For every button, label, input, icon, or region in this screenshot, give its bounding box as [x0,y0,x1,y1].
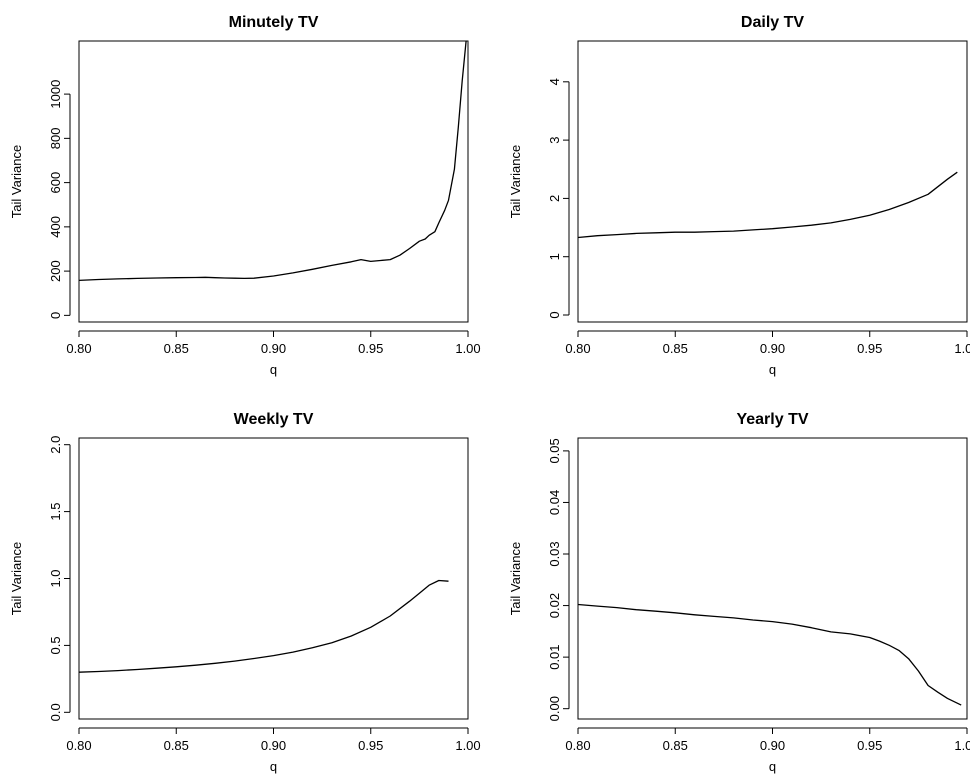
x-tick-label: 0.85 [164,341,189,356]
y-tick-label: 3 [547,136,562,143]
x-tick-label: 0.90 [261,341,286,356]
chart-panel-4: Yearly TV 0.80 0.85 0.90 0.95 1.00 q 0.00 0.01 0.… [508,411,970,774]
x-tick-label: 0.95 [857,341,882,356]
plot-frame [577,437,968,720]
y-axis-label: Tail Variance [508,145,523,218]
x-tick-label: 0.85 [663,738,688,753]
y-tick-label: 0.5 [48,636,63,654]
y-tick-label: 0.05 [547,438,562,463]
x-tick-label: 0.90 [760,341,785,356]
chart-panel-2: Daily TV 0.80 0.85 0.90 0.95 1.00 q 0 1 2 3 4 Tail V… [508,14,970,377]
chart-title: Daily TV [741,14,804,31]
y-tick-label: 400 [48,216,63,238]
series-line [578,171,958,239]
y-axis-label: Tail Variance [508,542,523,615]
x-tick-label: 1.00 [954,738,970,753]
y-axis-label: Tail Variance [9,542,24,615]
y-tick-label: 0.00 [547,696,562,721]
x-tick-label: 1.00 [954,341,970,356]
x-tick-label: 0.95 [358,341,383,356]
x-tick-label: 0.90 [760,738,785,753]
y-tick-label: 0.02 [547,593,562,618]
y-tick-label: 1.5 [48,503,63,521]
y-tick-label: 0.01 [547,644,562,669]
y-tick-label: 1000 [48,80,63,109]
chart-panel-1: Minutely TV 0.80 0.85 0.90 0.95 1.00 q 0 200 400 6… [9,14,481,377]
y-tick-label: 0 [48,312,63,319]
y-tick-label: 0.04 [547,490,562,515]
series-line [578,603,962,706]
y-tick-label: 0.0 [48,703,63,721]
x-tick-label: 0.85 [164,738,189,753]
x-tick-label: 0.85 [663,341,688,356]
x-axis-label: q [769,362,776,377]
y-tick-label: 4 [547,78,562,85]
x-tick-label: 1.00 [455,341,480,356]
y-tick-label: 0 [547,311,562,318]
y-axis-label: Tail Variance [9,145,24,218]
x-tick-label: 0.80 [66,341,91,356]
y-tick-label: 2 [547,195,562,202]
chart-title: Minutely TV [229,14,319,31]
y-tick-label: 0.03 [547,541,562,566]
x-axis-label: q [270,362,277,377]
chart-title: Weekly TV [234,411,314,428]
x-axis-label: q [270,759,277,774]
x-tick-label: 0.80 [66,738,91,753]
y-tick-label: 1.0 [48,569,63,587]
y-tick-label: 200 [48,260,63,282]
x-tick-label: 0.80 [565,341,590,356]
series-line [79,41,467,282]
y-tick-label: 2.0 [48,436,63,454]
y-tick-label: 800 [48,128,63,150]
y-tick-label: 1 [547,253,562,260]
plot-frame [78,437,469,720]
series-line [79,579,449,673]
x-tick-label: 0.80 [565,738,590,753]
x-axis-label: q [769,759,776,774]
chart-title: Yearly TV [736,411,808,428]
x-tick-label: 0.90 [261,738,286,753]
x-tick-label: 0.95 [857,738,882,753]
x-tick-label: 1.00 [455,738,480,753]
y-tick-label: 600 [48,172,63,194]
plot-frame [78,40,469,323]
chart-panel-3: Weekly TV 0.80 0.85 0.90 0.95 1.00 q 0.0 0.5 1.0 1… [9,411,481,774]
plot-frame [577,40,968,323]
x-tick-label: 0.95 [358,738,383,753]
